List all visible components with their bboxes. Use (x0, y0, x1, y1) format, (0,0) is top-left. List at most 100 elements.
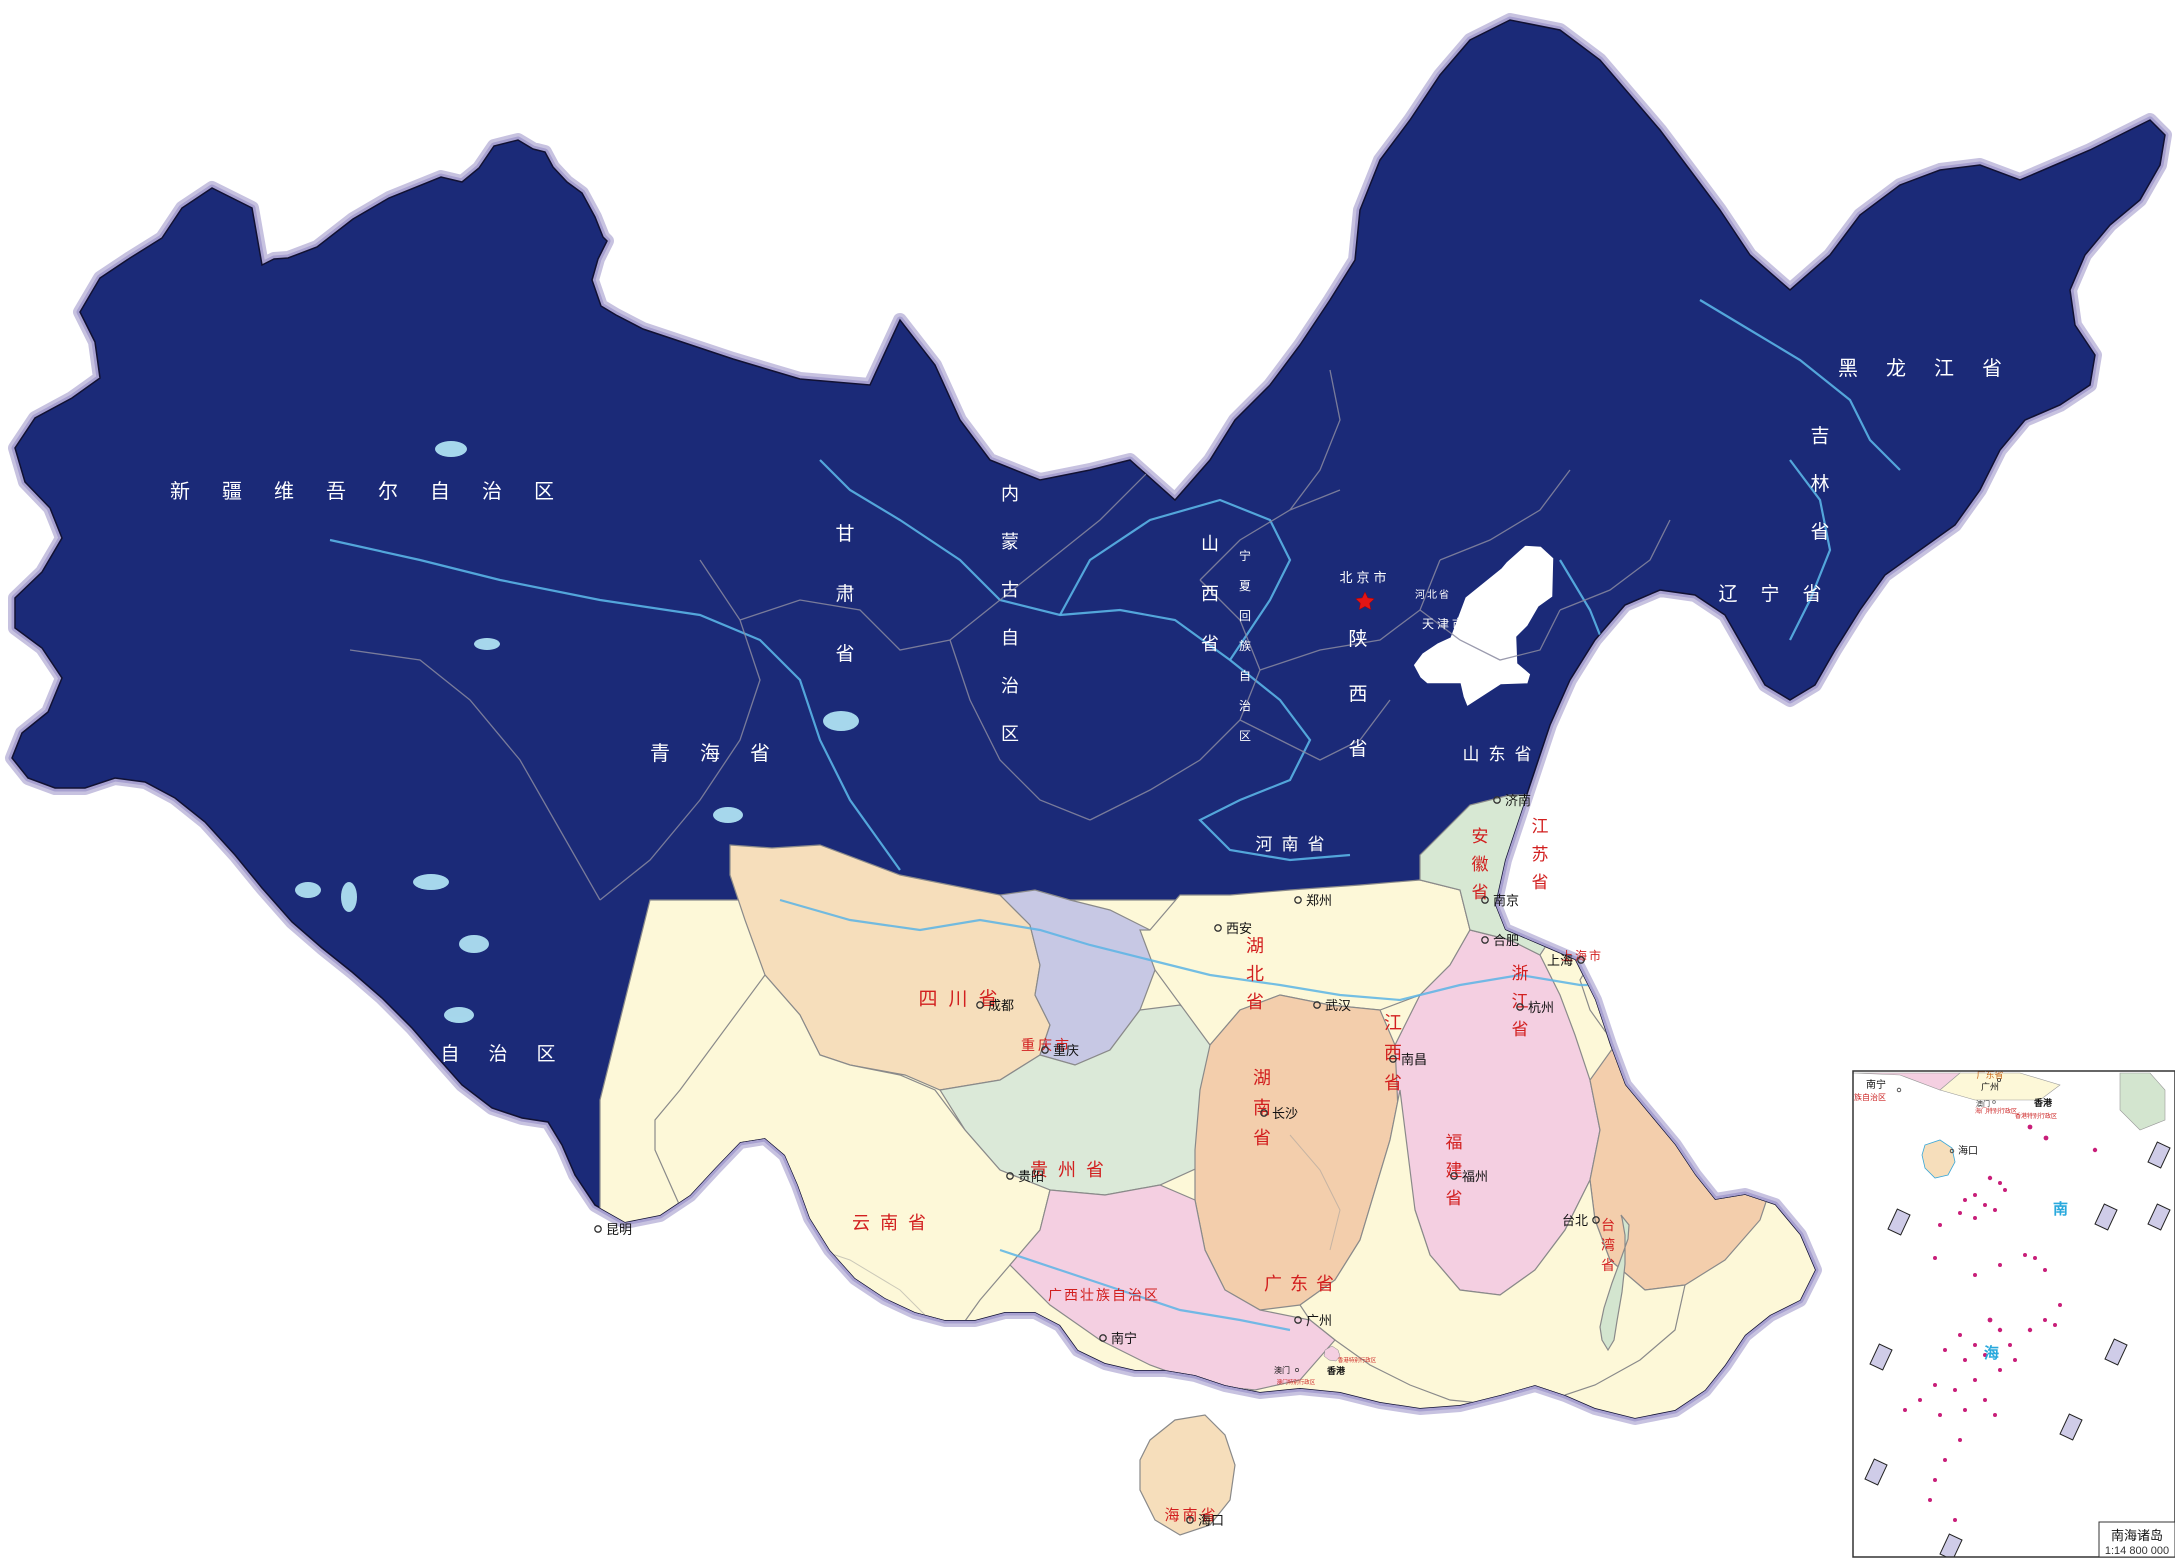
svg-text:贵阳: 贵阳 (1018, 1169, 1044, 1184)
svg-text:香港: 香港 (2033, 1097, 2053, 1108)
svg-text:福州: 福州 (1462, 1169, 1488, 1184)
svg-text:苏: 苏 (1532, 845, 1549, 864)
svg-text:南海诸岛: 南海诸岛 (2111, 1528, 2163, 1543)
svg-text:南宁: 南宁 (1866, 1078, 1886, 1091)
svg-text:浙: 浙 (1512, 964, 1529, 983)
svg-text:重: 重 (1021, 1037, 1035, 1053)
svg-text:省: 省 (750, 742, 770, 765)
svg-text:河: 河 (1415, 589, 1425, 601)
svg-text:治: 治 (488, 1043, 507, 1065)
svg-text:重庆: 重庆 (1053, 1043, 1079, 1058)
svg-text:回: 回 (1239, 609, 1251, 623)
svg-text:省: 省 (1384, 1073, 1402, 1093)
svg-text:省: 省 (1512, 1020, 1529, 1039)
svg-text:西: 西 (344, 1044, 363, 1065)
svg-text:区: 区 (534, 481, 554, 503)
svg-text:广州: 广州 (1306, 1313, 1332, 1328)
svg-text:省: 省 (1439, 588, 1449, 601)
svg-text:济南: 济南 (1505, 793, 1531, 808)
svg-text:海口: 海口 (1198, 1513, 1224, 1528)
svg-text:治: 治 (1001, 676, 1019, 696)
svg-text:东: 东 (1290, 1274, 1308, 1294)
svg-text:青: 青 (650, 742, 670, 765)
svg-text:南: 南 (2053, 1200, 2068, 1218)
svg-text:湖: 湖 (1253, 1068, 1271, 1088)
svg-text:南昌: 南昌 (1401, 1052, 1427, 1067)
svg-text:云: 云 (852, 1213, 870, 1233)
svg-text:市: 市 (1452, 616, 1464, 631)
svg-text:区: 区 (1001, 724, 1019, 744)
svg-text:省: 省 (1201, 634, 1219, 654)
svg-text:山: 山 (1463, 745, 1480, 764)
svg-text:台北: 台北 (1562, 1213, 1588, 1228)
svg-text:吉: 吉 (1810, 425, 1829, 447)
svg-text:安: 安 (1472, 827, 1489, 846)
svg-text:津: 津 (1437, 617, 1449, 631)
svg-text:北: 北 (1246, 964, 1264, 984)
svg-text:徽: 徽 (1472, 855, 1489, 874)
svg-text:省: 省 (1446, 1189, 1463, 1208)
svg-text:省: 省 (1810, 521, 1829, 543)
svg-text:区: 区 (536, 1044, 555, 1065)
svg-text:族: 族 (1239, 639, 1251, 653)
svg-text:湖: 湖 (1246, 936, 1264, 956)
svg-text:夏: 夏 (1239, 579, 1251, 593)
svg-text:南: 南 (1182, 1507, 1197, 1524)
svg-text:昆明: 昆明 (606, 1222, 632, 1237)
svg-text:长沙: 长沙 (1272, 1106, 1298, 1121)
svg-text:四: 四 (918, 989, 937, 1010)
svg-text:省: 省 (1316, 1274, 1334, 1294)
svg-text:省: 省 (1802, 583, 1821, 605)
svg-text:江: 江 (1512, 992, 1529, 1011)
svg-text:郑州: 郑州 (1306, 893, 1332, 908)
svg-text:省: 省 (835, 643, 854, 665)
svg-text:湾: 湾 (1601, 1237, 1615, 1253)
svg-text:区: 区 (1239, 729, 1251, 743)
svg-text:州: 州 (1058, 1160, 1076, 1180)
svg-text:1:14 800 000: 1:14 800 000 (2105, 1545, 2169, 1557)
svg-text:自: 自 (440, 1043, 459, 1065)
svg-text:省: 省 (1246, 992, 1264, 1012)
svg-text:省: 省 (1472, 883, 1489, 902)
svg-text:广西壮族自治区: 广西壮族自治区 (1830, 1092, 1886, 1102)
svg-text:吾: 吾 (326, 481, 346, 503)
svg-text:辽: 辽 (1718, 583, 1737, 605)
svg-text:市: 市 (1589, 948, 1601, 963)
svg-text:山: 山 (1201, 534, 1219, 554)
svg-text:北: 北 (1339, 570, 1352, 585)
svg-text:省: 省 (1308, 835, 1325, 854)
svg-text:上海: 上海 (1547, 953, 1573, 968)
svg-text:甘: 甘 (835, 523, 854, 545)
svg-text:省: 省 (1515, 745, 1532, 764)
svg-text:肃: 肃 (835, 583, 854, 605)
svg-text:陕: 陕 (1348, 628, 1367, 650)
svg-text:杭州: 杭州 (1528, 1000, 1554, 1015)
svg-text:区: 区 (1144, 1287, 1158, 1303)
svg-text:省: 省 (1982, 357, 2002, 380)
svg-text:治: 治 (482, 480, 502, 503)
svg-text:自: 自 (430, 480, 450, 503)
svg-text:海: 海 (1575, 948, 1587, 963)
svg-text:省: 省 (1532, 873, 1549, 892)
svg-text:自: 自 (1239, 669, 1251, 683)
svg-text:藏: 藏 (392, 1043, 411, 1065)
svg-text:市: 市 (1373, 570, 1386, 585)
svg-text:南: 南 (880, 1213, 898, 1233)
svg-text:江: 江 (1384, 1013, 1402, 1033)
svg-text:南: 南 (1282, 835, 1299, 854)
svg-text:澳门: 澳门 (1976, 1099, 1990, 1108)
svg-text:海口: 海口 (1958, 1144, 1978, 1157)
svg-text:疆: 疆 (222, 481, 242, 503)
svg-text:合肥: 合肥 (1493, 933, 1519, 948)
svg-text:省: 省 (1348, 738, 1367, 760)
svg-text:西: 西 (1064, 1287, 1078, 1303)
svg-text:省: 省 (1601, 1257, 1615, 1273)
svg-text:省: 省 (908, 1213, 926, 1233)
svg-text:建: 建 (1446, 1161, 1463, 1180)
svg-text:福: 福 (1446, 1133, 1463, 1152)
svg-text:武汉: 武汉 (1325, 998, 1351, 1013)
svg-text:台: 台 (1601, 1217, 1615, 1233)
svg-text:天: 天 (1422, 617, 1434, 631)
svg-text:尔: 尔 (378, 480, 398, 503)
svg-text:内: 内 (1001, 484, 1019, 504)
